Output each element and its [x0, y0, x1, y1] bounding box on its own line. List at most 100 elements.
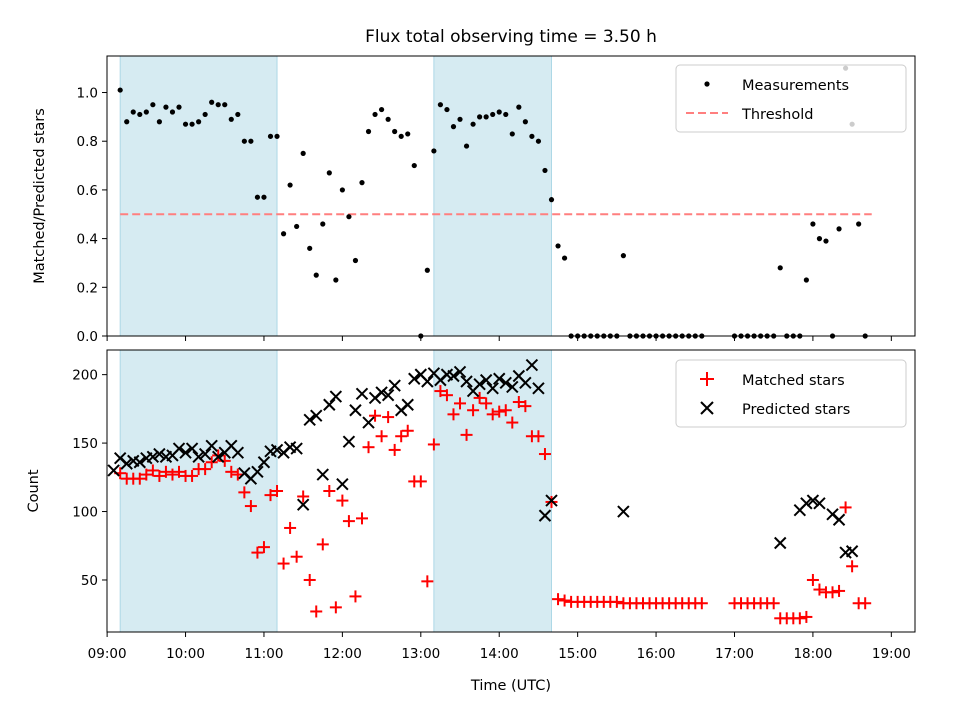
measurement-point — [117, 87, 123, 93]
matched-star-point — [218, 454, 231, 467]
predicted-star-point — [813, 497, 826, 510]
predicted-star-point — [251, 465, 264, 479]
ratio-observing-window-1 — [119, 55, 278, 337]
measurement-point — [372, 111, 378, 118]
matched-star-point — [395, 430, 408, 443]
matched-star-point — [146, 464, 159, 477]
predicted-star-point — [617, 505, 630, 518]
measurement-point — [803, 277, 809, 283]
predicted-star-point — [532, 382, 545, 395]
measurement-point — [548, 197, 555, 203]
measurement-point — [856, 221, 862, 227]
predicted-star-point — [408, 372, 421, 385]
predicted-star-point — [832, 513, 846, 526]
measurement-point — [215, 102, 221, 108]
ratio-panel-frame — [106, 55, 916, 337]
measurement-point — [189, 121, 195, 127]
predicted-star-point — [205, 439, 218, 453]
measurement-point — [261, 194, 267, 200]
matched-star-point — [839, 501, 852, 514]
measurement-point — [307, 245, 313, 251]
predicted-star-point — [525, 358, 539, 372]
matched-star-point — [277, 557, 290, 570]
matched-star-point — [153, 469, 166, 482]
x-tick-label: 16:00 — [637, 646, 676, 662]
matched-star-point — [767, 597, 780, 610]
predicted-star-point — [774, 536, 787, 550]
matched-star-point — [440, 389, 453, 402]
measurement-point — [313, 272, 319, 278]
matched-star-point — [349, 590, 362, 603]
matched-star-point — [519, 400, 532, 413]
predicted-star-point — [545, 494, 558, 507]
matched-star-point — [793, 612, 806, 625]
matched-star-point — [421, 575, 434, 588]
matched-star-point — [552, 593, 565, 606]
matched-star-point — [454, 397, 467, 410]
predicted-star-point — [506, 380, 519, 394]
measurement-point — [222, 102, 228, 108]
measurement-point — [333, 277, 339, 283]
predicted-star-point — [179, 446, 192, 459]
measurement-point — [405, 131, 411, 137]
matched-star-point — [159, 465, 172, 478]
predicted-star-point — [493, 372, 506, 385]
matched-star-point — [414, 475, 427, 488]
matched-star-point — [493, 405, 506, 418]
matched-star-point — [329, 601, 342, 614]
matched-star-point — [310, 605, 323, 618]
measurement-point — [274, 133, 280, 139]
measurement-point — [176, 104, 182, 110]
matched-star-point — [297, 490, 310, 503]
predicted-star-point — [388, 379, 401, 392]
measurement-point — [326, 170, 332, 176]
predicted-star-point — [538, 509, 552, 522]
measurement-point — [209, 99, 215, 105]
measurement-point — [450, 124, 457, 130]
ratio-legend-box — [675, 64, 907, 133]
matched-star-point — [205, 456, 218, 469]
measurement-point — [535, 138, 542, 144]
predicted-star-point — [257, 456, 271, 469]
predicted-star-point — [310, 409, 323, 422]
matched-star-point — [316, 538, 329, 551]
measurement-point — [522, 119, 528, 125]
matched-star-point — [251, 546, 264, 559]
measurement-point — [254, 194, 261, 200]
matched-star-point — [388, 443, 401, 456]
matched-star-point — [499, 404, 512, 417]
matched-star-point — [323, 485, 336, 497]
measurement-point — [346, 214, 352, 220]
legend-predicted-label: Predicted stars — [742, 402, 850, 418]
matched-star-point — [538, 448, 551, 461]
measurement-point — [287, 182, 293, 188]
measurement-point — [248, 138, 254, 144]
measurement-point — [267, 133, 274, 139]
measurement-point — [477, 114, 483, 120]
predicted-star-point — [231, 446, 245, 459]
legend-measurements-marker — [704, 81, 710, 87]
predicted-star-point — [290, 442, 303, 455]
measurement-point — [823, 238, 829, 244]
predicted-star-point — [362, 416, 375, 429]
predicted-star-point — [800, 497, 813, 510]
measurement-point — [156, 119, 162, 125]
ratio-panel: 0.0 0.2 0.4 0.6 0.8 1.0 Flux total observing … — [32, 27, 916, 345]
measurement-point — [241, 138, 247, 144]
measurement-point — [196, 119, 202, 125]
measurement-point — [378, 106, 385, 113]
matched-star-point — [264, 489, 277, 502]
measurement-point — [339, 187, 345, 193]
matched-star-point — [532, 430, 545, 443]
measurement-point — [490, 111, 496, 118]
predicted-star-point — [447, 369, 460, 383]
legend-matched-label: Matched stars — [742, 373, 845, 389]
predicted-star-point — [192, 450, 205, 463]
matched-star-point — [238, 486, 251, 499]
count-y-tick-label: 100 — [72, 505, 98, 521]
predicted-star-point — [349, 404, 362, 417]
predicted-star-point — [499, 376, 512, 390]
count-y-tick-label: 200 — [72, 368, 98, 384]
matched-star-point — [486, 408, 499, 421]
x-tick-label: 11:00 — [245, 646, 284, 662]
